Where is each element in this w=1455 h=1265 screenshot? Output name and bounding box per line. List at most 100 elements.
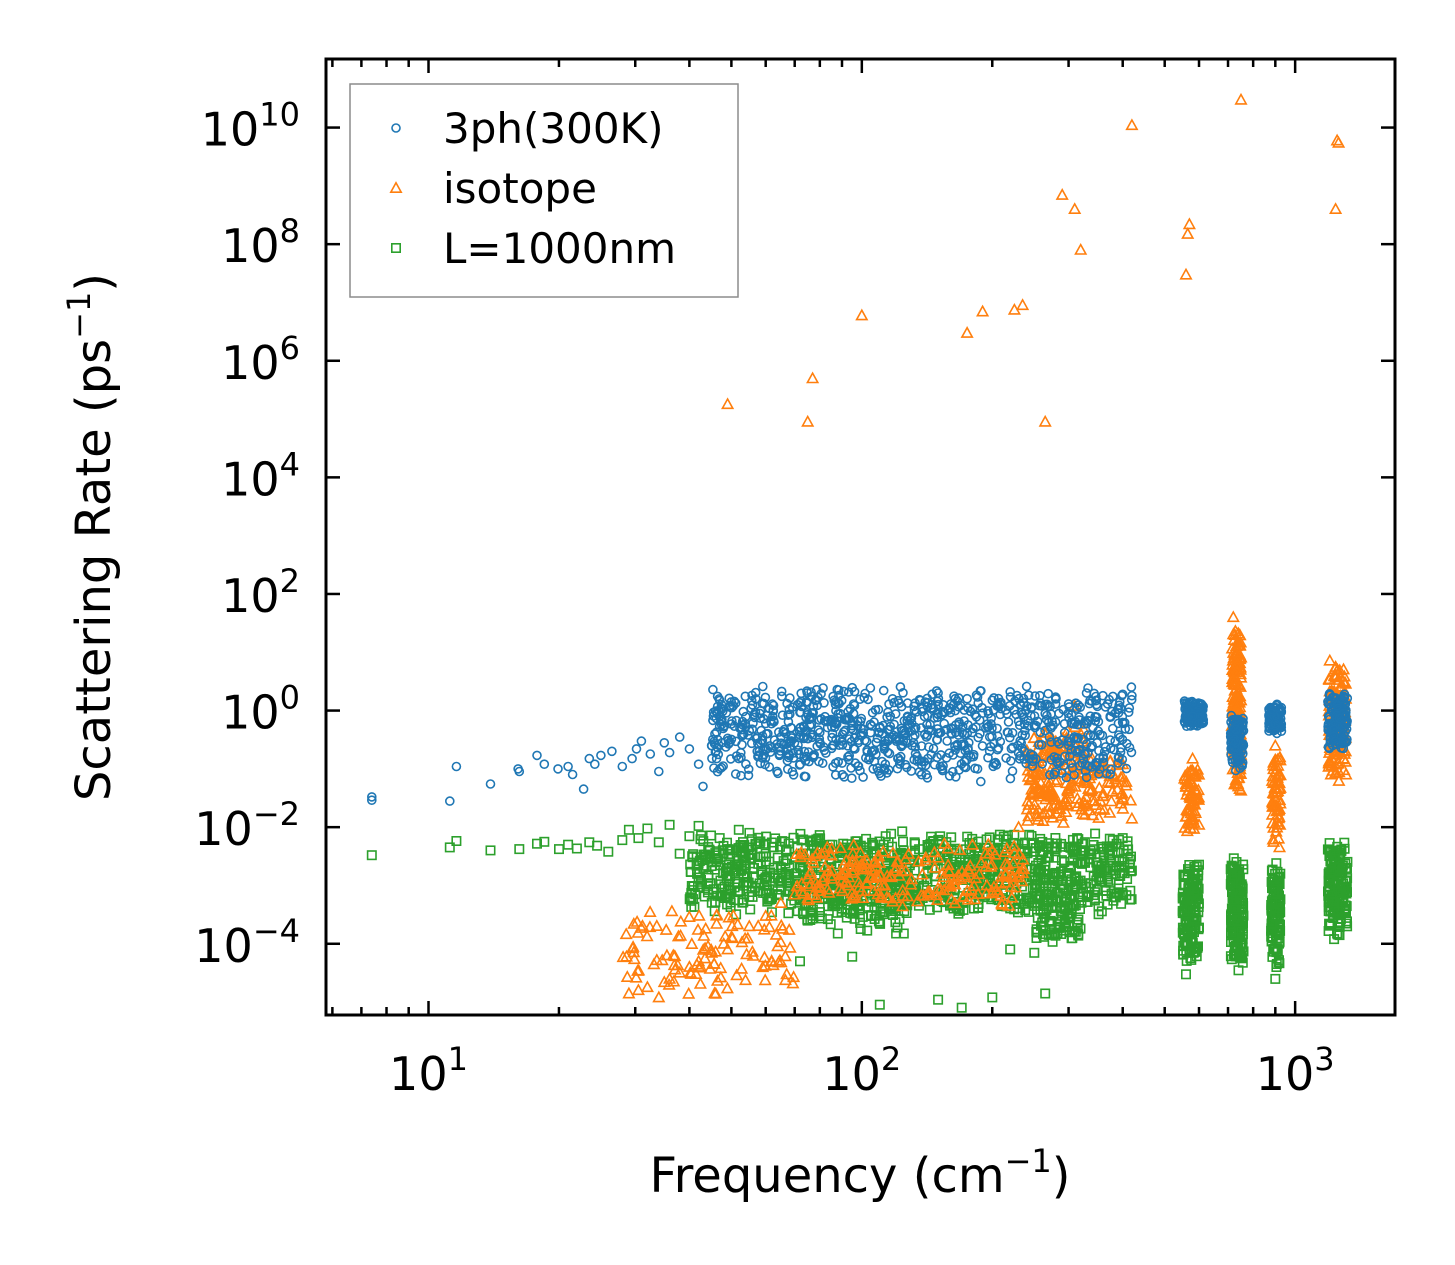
data-point bbox=[1007, 742, 1018, 753]
data-point bbox=[607, 746, 617, 757]
data-point bbox=[846, 773, 857, 784]
data-point bbox=[814, 910, 825, 921]
data-point bbox=[870, 705, 881, 715]
data-point bbox=[1028, 750, 1038, 761]
data-point bbox=[1005, 756, 1016, 766]
data-point bbox=[909, 701, 919, 712]
data-point bbox=[629, 970, 643, 983]
data-point bbox=[663, 972, 677, 984]
data-point bbox=[1326, 894, 1337, 905]
data-point bbox=[842, 740, 853, 751]
data-point bbox=[696, 942, 710, 955]
data-point bbox=[1332, 928, 1343, 939]
data-point bbox=[1018, 838, 1029, 849]
data-point bbox=[1340, 711, 1351, 721]
data-point bbox=[1341, 883, 1352, 894]
data-point bbox=[1019, 837, 1030, 848]
data-point bbox=[721, 707, 732, 718]
data-point bbox=[784, 704, 795, 715]
data-point bbox=[1329, 202, 1343, 214]
data-point bbox=[744, 725, 755, 736]
data-point bbox=[764, 894, 775, 905]
data-point bbox=[776, 686, 787, 697]
data-point bbox=[1125, 118, 1139, 131]
data-point bbox=[1052, 916, 1063, 927]
data-point bbox=[968, 751, 979, 762]
data-point bbox=[762, 920, 776, 933]
data-point bbox=[769, 872, 780, 883]
data-point bbox=[1332, 774, 1346, 786]
data-point bbox=[1117, 754, 1128, 765]
data-point bbox=[896, 889, 910, 901]
data-point bbox=[894, 759, 905, 769]
data-point bbox=[1228, 698, 1242, 711]
data-point bbox=[578, 784, 589, 794]
data-point bbox=[1269, 793, 1283, 806]
data-point bbox=[754, 838, 765, 849]
data-point bbox=[976, 304, 990, 317]
data-point bbox=[934, 728, 944, 739]
data-point bbox=[1179, 809, 1193, 822]
data-point bbox=[1127, 690, 1137, 701]
data-point bbox=[1000, 841, 1014, 854]
data-point bbox=[862, 747, 873, 757]
data-point bbox=[653, 766, 664, 777]
data-point bbox=[1091, 699, 1102, 710]
x-tick-label: 101 bbox=[389, 1040, 468, 1101]
data-point bbox=[683, 965, 697, 978]
data-point bbox=[989, 738, 999, 749]
data-point bbox=[823, 848, 837, 860]
data-point bbox=[814, 847, 828, 859]
data-point bbox=[847, 908, 858, 919]
data-point bbox=[751, 919, 765, 932]
data-point bbox=[962, 864, 976, 877]
data-point bbox=[945, 707, 956, 718]
data-point bbox=[1005, 686, 1016, 697]
data-point bbox=[692, 868, 703, 879]
data-point bbox=[963, 737, 974, 748]
data-point bbox=[909, 724, 920, 735]
data-point bbox=[942, 736, 952, 746]
data-point bbox=[790, 879, 804, 892]
data-point bbox=[707, 753, 717, 764]
data-point bbox=[1086, 808, 1100, 821]
data-point bbox=[1092, 857, 1103, 868]
legend-marker bbox=[389, 181, 403, 193]
data-point bbox=[1040, 988, 1051, 999]
data-point bbox=[855, 917, 866, 928]
data-point bbox=[846, 763, 856, 773]
data-point bbox=[633, 833, 644, 844]
data-point bbox=[1274, 871, 1285, 882]
data-point bbox=[895, 682, 906, 692]
data-point bbox=[948, 750, 958, 760]
data-point bbox=[773, 727, 784, 737]
data-point bbox=[995, 896, 1009, 909]
data-point bbox=[977, 708, 988, 719]
data-point bbox=[584, 753, 595, 764]
data-point bbox=[792, 906, 803, 917]
data-point bbox=[897, 836, 908, 847]
data-point bbox=[1233, 753, 1244, 764]
data-point bbox=[761, 831, 772, 842]
data-point bbox=[1108, 895, 1119, 906]
data-point bbox=[925, 719, 935, 730]
data-point bbox=[706, 857, 717, 868]
data-point bbox=[652, 990, 666, 1003]
data-point bbox=[1189, 886, 1200, 897]
data-point bbox=[1115, 870, 1126, 881]
data-point bbox=[783, 716, 794, 727]
data-point bbox=[710, 907, 724, 920]
data-point bbox=[693, 820, 704, 831]
data-point bbox=[983, 752, 993, 763]
data-point bbox=[734, 885, 745, 896]
data-point bbox=[1052, 758, 1063, 769]
data-point bbox=[635, 919, 650, 931]
data-point bbox=[714, 694, 724, 704]
data-point bbox=[698, 781, 708, 792]
data-point bbox=[1337, 747, 1352, 759]
data-point bbox=[1332, 765, 1346, 778]
data-point bbox=[994, 869, 1008, 882]
data-point bbox=[1228, 628, 1242, 641]
data-point bbox=[1027, 731, 1041, 743]
data-point bbox=[1101, 774, 1115, 787]
